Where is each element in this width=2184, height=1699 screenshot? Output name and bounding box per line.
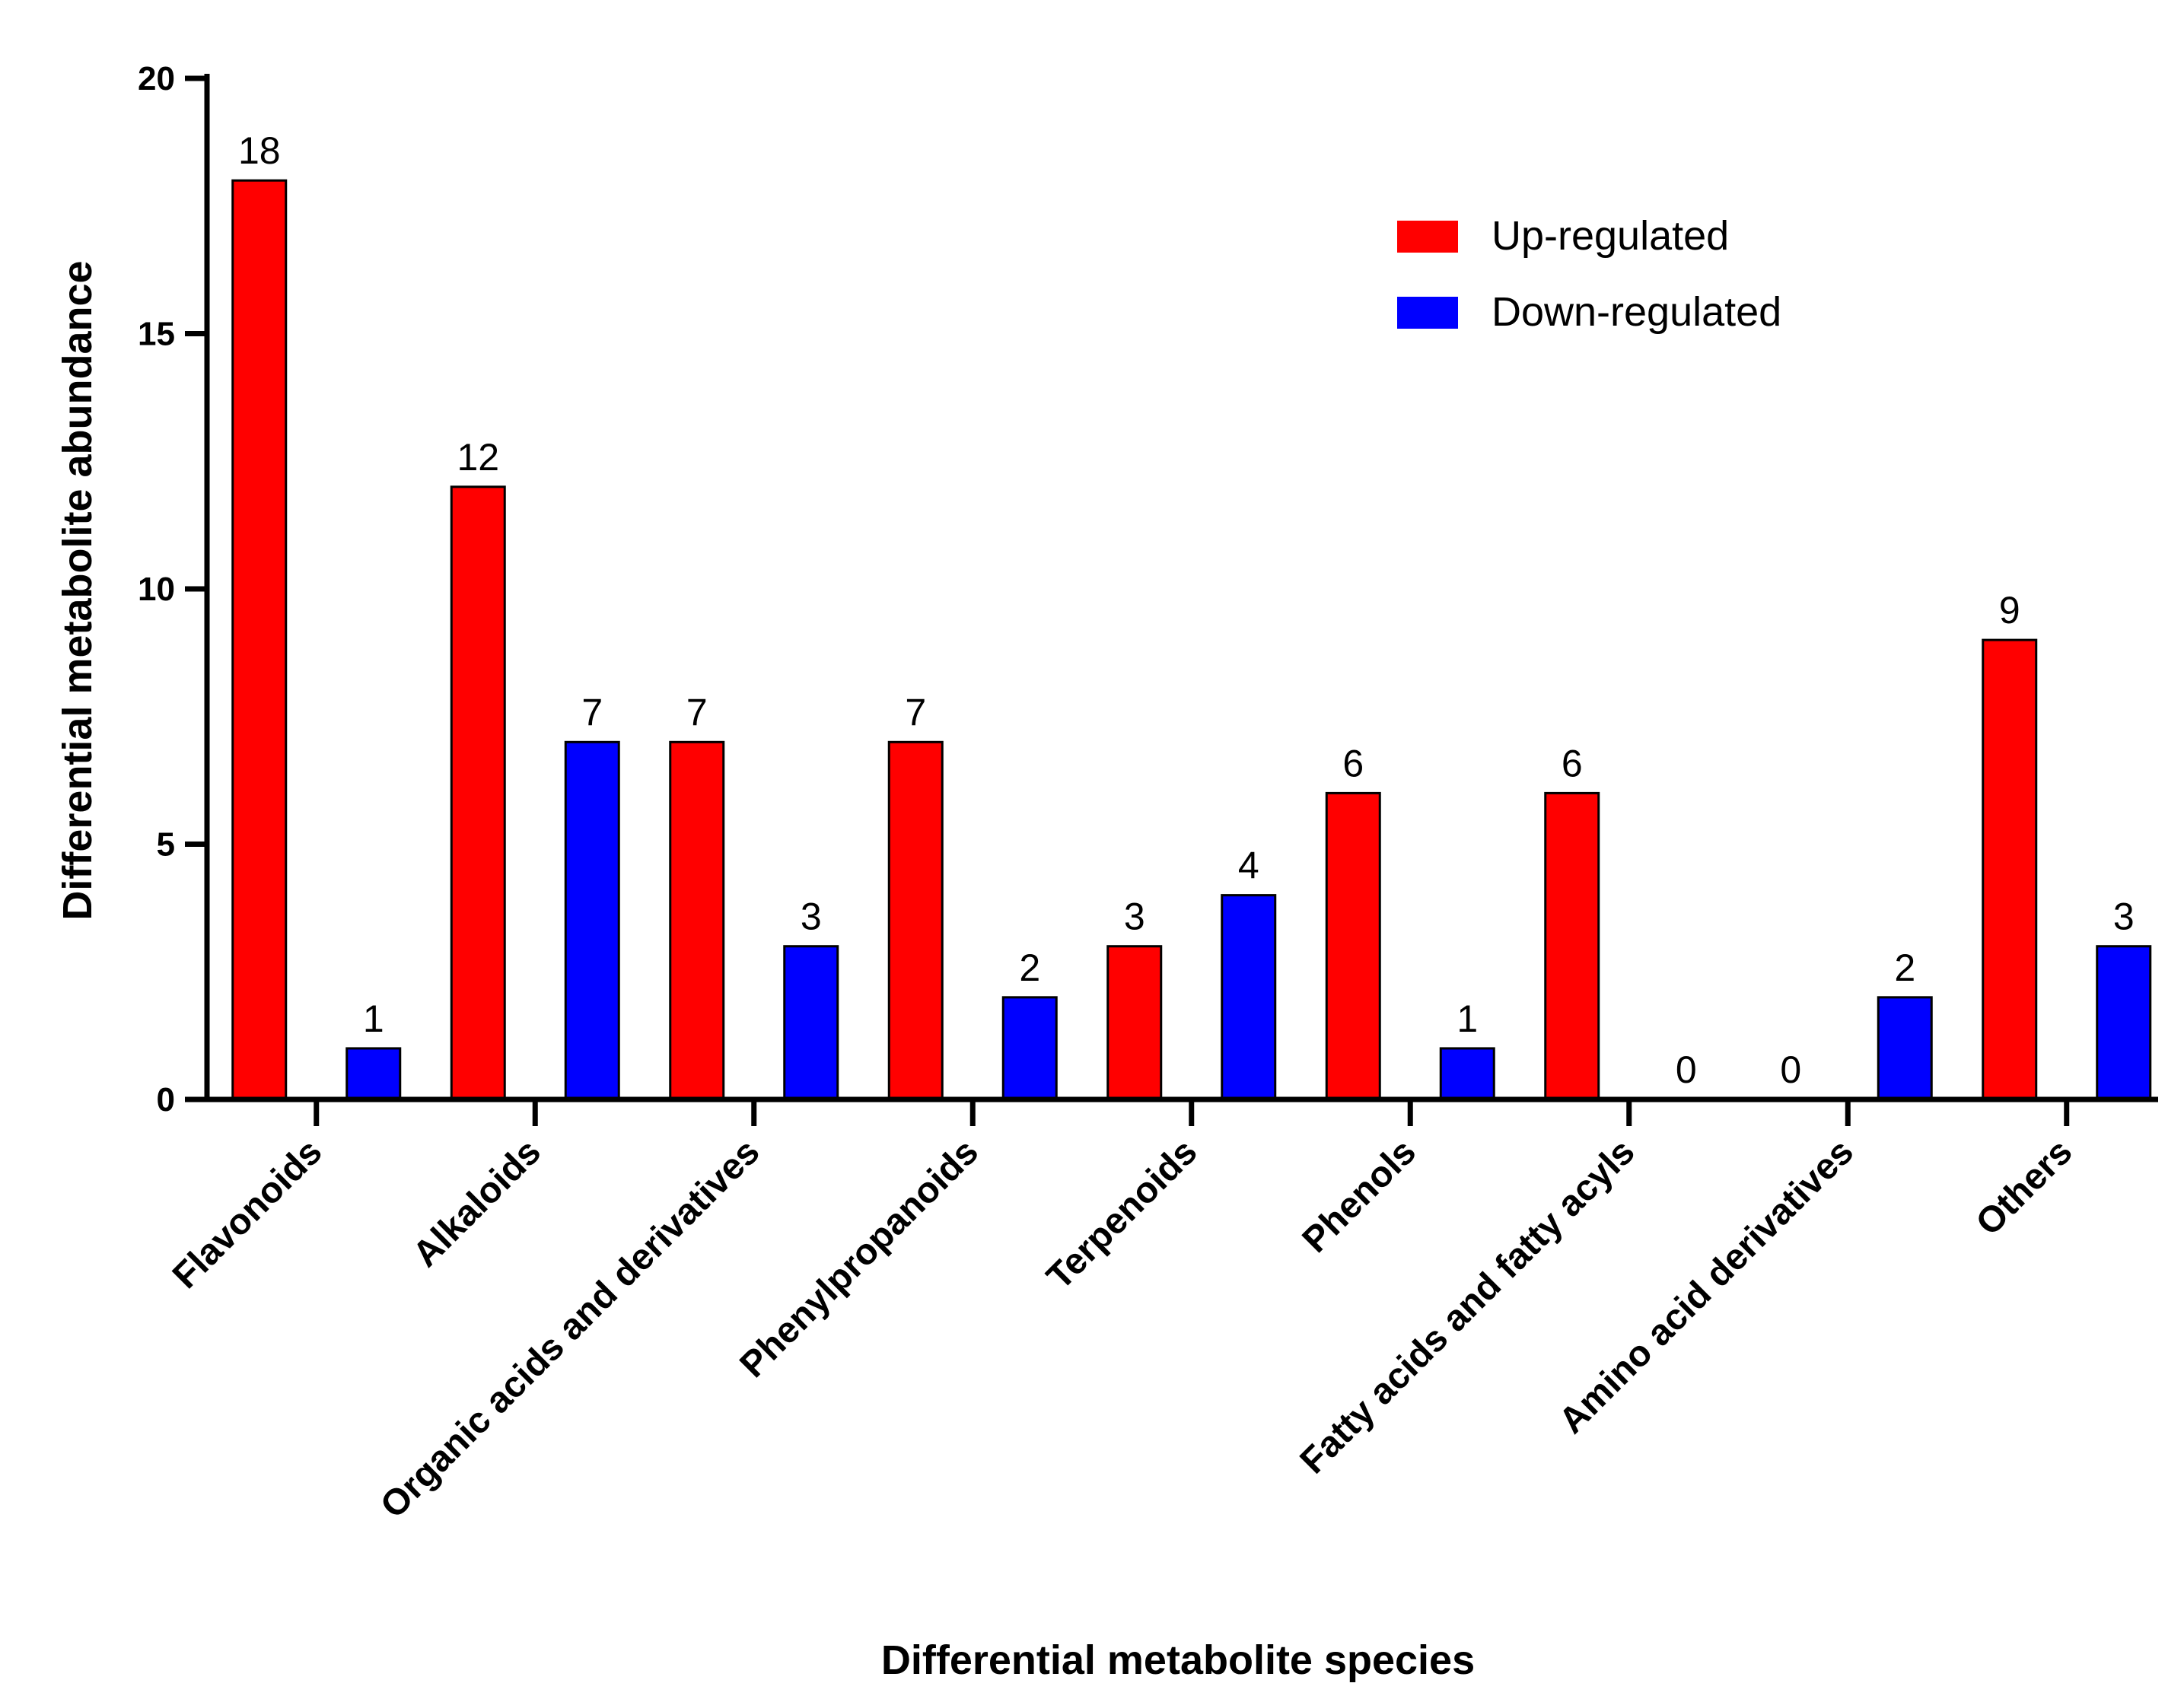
bar-down-regulated-phenylpropanoids [1001,996,1058,1101]
bar-up-regulated-flavonoids [231,179,288,1101]
bar-up-regulated-terpenoids [1106,945,1163,1101]
bar-down-regulated-flavonoids [345,1047,402,1101]
data-label-up-regulated-phenols: 6 [1342,742,1364,784]
x-tick-label-others: Others [1969,1131,2081,1243]
x-tick-label-flavonoids: Flavonoids [165,1131,330,1297]
y-tick-label: 10 [138,571,175,608]
bar-down-regulated-amino-acid-derivatives [1877,996,1933,1101]
data-label-up-regulated-fatty-acids-and-fatty-acyls: 6 [1562,742,1583,784]
data-label-down-regulated-terpenoids: 4 [1238,845,1259,887]
legend-label-up-regulated: Up-regulated [1492,213,1729,259]
x-tick-label-alkaloids: Alkaloids [406,1131,549,1274]
bar-down-regulated-alkaloids [564,740,620,1101]
data-label-down-regulated-flavonoids: 1 [363,997,384,1040]
legend-swatch-up-regulated [1397,221,1458,253]
value-labels-layer: 18 1 12 7 7 3 7 2 3 4 6 1 6 0 0 2 9 3 [238,129,2135,1091]
bar-up-regulated-others [1982,638,2038,1101]
bar-up-regulated-alkaloids [450,485,506,1101]
bar-down-regulated-others [2096,945,2152,1101]
y-axis-title: Differential metabolite abundance [55,260,100,920]
bar-down-regulated-terpenoids [1221,894,1277,1101]
data-label-down-regulated-alkaloids: 7 [581,691,603,733]
data-label-down-regulated-organic-acids-and-derivatives: 3 [801,896,822,938]
data-label-up-regulated-flavonoids: 18 [238,129,281,172]
data-label-down-regulated-phenols: 1 [1457,997,1478,1040]
bar-down-regulated-phenols [1439,1047,1495,1101]
data-label-down-regulated-phenylpropanoids: 2 [1019,947,1040,989]
x-tick-label-phenols: Phenols [1295,1131,1424,1260]
x-tick-label-phenylpropanoids: Phenylpropanoids [732,1131,986,1386]
data-label-up-regulated-phenylpropanoids: 7 [905,691,926,733]
y-tick-label: 20 [138,60,175,97]
data-label-up-regulated-others: 9 [1999,589,2020,632]
data-label-up-regulated-organic-acids-and-derivatives: 7 [686,691,708,733]
y-tick-label: 5 [157,826,175,864]
bar-up-regulated-phenylpropanoids [887,740,944,1101]
y-tick-label: 15 [138,316,175,353]
data-label-down-regulated-fatty-acids-and-fatty-acyls: 0 [1676,1048,1697,1091]
data-label-up-regulated-amino-acid-derivatives: 0 [1780,1048,1801,1091]
bar-up-regulated-phenols [1325,791,1381,1101]
data-label-up-regulated-alkaloids: 12 [457,436,499,479]
bars-layer [231,179,2152,1101]
x-tick-label-terpenoids: Terpenoids [1039,1131,1205,1297]
legend-swatch-down-regulated [1397,297,1458,329]
bar-up-regulated-fatty-acids-and-fatty-acyls [1544,791,1600,1101]
bar-up-regulated-organic-acids-and-derivatives [669,740,725,1101]
y-tick-label: 0 [157,1081,175,1118]
legend-label-down-regulated: Down-regulated [1492,289,1781,335]
data-label-down-regulated-others: 3 [2113,896,2135,938]
y-ticks-layer: 0 5 10 15 20 [138,60,207,1118]
data-label-up-regulated-terpenoids: 3 [1124,896,1145,938]
bar-down-regulated-organic-acids-and-derivatives [783,945,839,1101]
data-label-down-regulated-amino-acid-derivatives: 2 [1894,947,1915,989]
legend: Up-regulated Down-regulated [1397,213,1781,335]
x-axis-title: Differential metabolite species [881,1637,1475,1683]
x-tick-label-organic-acids-and-derivatives: Organic acids and derivatives [373,1131,768,1526]
